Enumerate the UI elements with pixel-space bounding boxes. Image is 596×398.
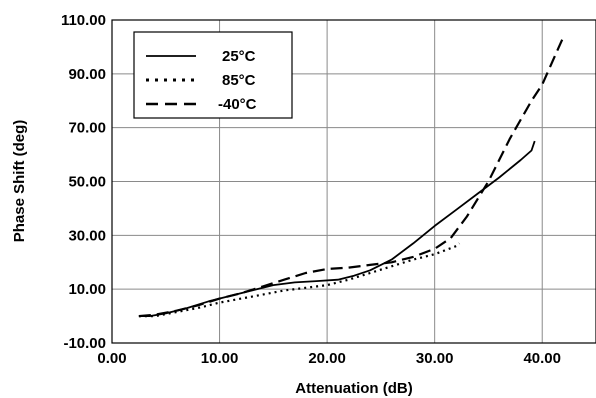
x-tick-label: 0.00 bbox=[97, 350, 126, 367]
y-axis-title: Phase Shift (deg) bbox=[11, 120, 28, 243]
legend: 25°C 85°C -40°C bbox=[133, 31, 293, 119]
x-tick-label: 30.00 bbox=[416, 350, 454, 367]
y-tick-label: 110.00 bbox=[61, 12, 106, 29]
y-tick-label: 50.00 bbox=[68, 174, 106, 191]
plot-frame bbox=[111, 19, 596, 344]
x-tick-label: 40.00 bbox=[523, 350, 561, 367]
legend-label-25c: 25°C bbox=[222, 48, 256, 65]
series-line-85c bbox=[138, 242, 461, 318]
x-tick-label: 20.00 bbox=[308, 350, 346, 367]
y-tick-label: -10.00 bbox=[63, 335, 106, 352]
y-tick-label: 10.00 bbox=[68, 281, 106, 298]
x-axis-title: Attenuation (dB) bbox=[295, 380, 412, 397]
y-tick-label: 30.00 bbox=[68, 227, 106, 244]
series-line-25c bbox=[138, 140, 536, 317]
y-axis-ticks: -10.00 10.00 30.00 50.00 70.00 90.00 110.00 bbox=[61, 12, 106, 352]
series-lines bbox=[138, 35, 565, 318]
legend-label-minus40c: -40°C bbox=[218, 96, 257, 113]
series-line-minus40c bbox=[138, 35, 565, 318]
x-tick-label: 10.00 bbox=[201, 350, 239, 367]
y-tick-label: 70.00 bbox=[68, 120, 106, 137]
y-tick-label: 90.00 bbox=[68, 66, 106, 83]
legend-box bbox=[133, 31, 293, 119]
legend-label-85c: 85°C bbox=[222, 72, 256, 89]
x-axis-ticks: 0.00 10.00 20.00 30.00 40.00 bbox=[97, 350, 561, 367]
